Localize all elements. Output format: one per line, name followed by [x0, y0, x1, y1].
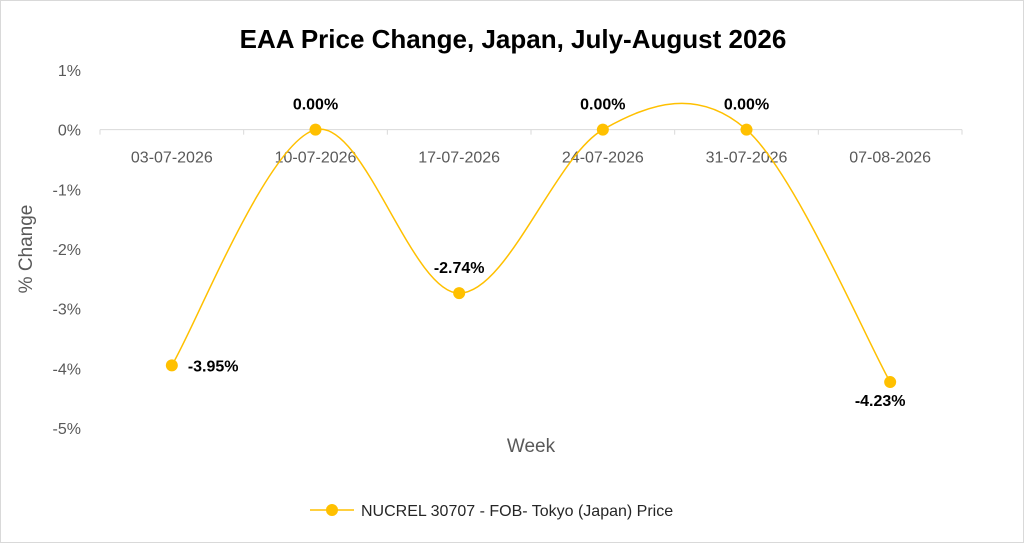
data-point	[596, 123, 609, 136]
y-tick-label: 1%	[58, 63, 81, 80]
data-label: -2.74%	[434, 260, 485, 277]
y-axis-title: % Change	[16, 205, 37, 294]
y-tick-label: -3%	[53, 302, 81, 319]
series-line	[171, 102, 891, 383]
x-tick-label: 03-07-2026	[131, 150, 213, 167]
x-tick-label: 17-07-2026	[418, 150, 500, 167]
data-label: -3.95%	[188, 358, 239, 375]
data-point	[309, 123, 322, 136]
chart-title: EAA Price Change, Japan, July-August 202…	[240, 24, 787, 54]
x-axis-title: Week	[507, 436, 556, 457]
data-label: 0.00%	[580, 97, 625, 114]
data-point	[165, 359, 178, 372]
x-axis: 03-07-2026 10-07-2026 17-07-2026 24-07-2026…	[99, 129, 963, 167]
data-label: 0.00%	[724, 97, 769, 114]
y-tick-label: -2%	[53, 242, 81, 259]
data-label: 0.00%	[293, 97, 338, 114]
y-tick-label: -1%	[53, 182, 81, 199]
legend: NUCREL 30707 - FOB- Tokyo (Japan) Price	[310, 503, 673, 520]
y-tick-label: 0%	[58, 123, 81, 140]
y-axis: 1% 0% -1% -2% -3% -4% -5%	[53, 63, 81, 438]
x-tick-label: 07-08-2026	[849, 150, 931, 167]
data-points	[165, 123, 897, 389]
x-tick-label: 24-07-2026	[562, 150, 644, 167]
legend-label: NUCREL 30707 - FOB- Tokyo (Japan) Price	[361, 503, 673, 520]
data-label: -4.23%	[855, 393, 906, 410]
y-tick-label: -4%	[53, 361, 81, 378]
data-point	[740, 123, 753, 136]
data-labels: -3.95% 0.00% -2.74% 0.00% 0.00% -4.23%	[188, 97, 906, 410]
y-tick-label: -5%	[53, 421, 81, 438]
legend-marker	[326, 504, 338, 516]
x-tick-label: 10-07-2026	[275, 150, 357, 167]
data-point	[884, 376, 897, 389]
data-point	[453, 287, 466, 300]
